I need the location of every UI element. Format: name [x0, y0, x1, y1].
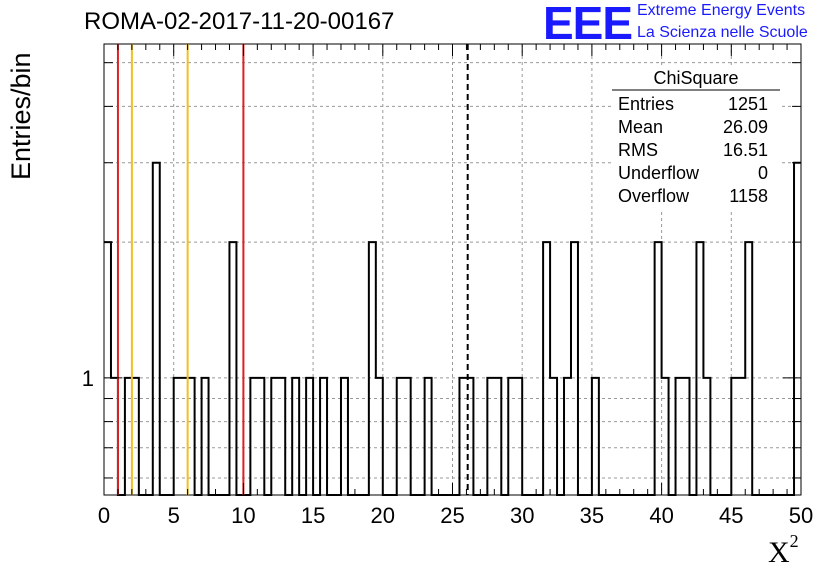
histogram-bin: [111, 378, 118, 495]
stats-row-label: Overflow: [618, 186, 690, 206]
histogram-bin: [494, 378, 501, 495]
histogram-bin: [683, 378, 690, 495]
histogram-bin: [703, 378, 710, 495]
logo-line-2: La Scienza nelle Scuole: [637, 24, 808, 41]
x-tick-label: 15: [301, 503, 325, 528]
histogram-bin: [376, 378, 383, 495]
histogram-bin: [369, 242, 376, 495]
histogram-bin: [550, 378, 557, 495]
x-tick-label: 30: [510, 503, 534, 528]
x-tick-label: 5: [168, 503, 180, 528]
x-axis-label: X2: [768, 531, 799, 570]
histogram-bin: [271, 378, 278, 495]
histogram-bin: [320, 378, 327, 495]
histogram-bin: [425, 378, 432, 495]
stats-row-label: RMS: [618, 140, 658, 160]
histogram-bin: [745, 242, 752, 495]
histogram-bin: [292, 378, 299, 495]
histogram-bin: [738, 378, 745, 495]
x-axis-label-base: X: [768, 536, 790, 569]
histogram-bin: [188, 378, 195, 495]
x-tick-label: 0: [98, 503, 110, 528]
stats-box-background: [612, 68, 780, 210]
histogram-bin: [571, 242, 578, 495]
histogram-bin: [696, 242, 703, 495]
histogram-bin: [153, 163, 160, 495]
histogram-bin: [174, 378, 181, 495]
x-tick-label: 50: [789, 503, 813, 528]
y-tick-label: 1: [82, 366, 94, 391]
histogram-bin: [132, 378, 139, 495]
x-tick-label: 35: [580, 503, 604, 528]
stats-row-label: Underflow: [618, 163, 700, 183]
histogram-bin: [104, 242, 111, 495]
histogram-bin: [655, 242, 662, 495]
x-tick-label: 20: [371, 503, 395, 528]
histogram-bin: [676, 378, 683, 495]
logo-line-1: Extreme Energy Events: [637, 2, 806, 19]
stats-row-value: 0: [758, 163, 768, 183]
histogram-bin: [459, 378, 466, 495]
x-tick-label: 40: [649, 503, 673, 528]
histogram-bin: [794, 163, 801, 495]
histogram-bin: [202, 378, 209, 495]
stats-row-value: 1251: [728, 94, 768, 114]
x-tick-label: 25: [440, 503, 464, 528]
eee-logo: EEE: [543, 0, 633, 49]
stats-row-value: 1158: [729, 186, 768, 206]
histogram-outline: [104, 161, 801, 496]
x-tick-label: 10: [231, 503, 255, 528]
histogram-bin: [306, 378, 313, 495]
histogram-bin: [181, 378, 188, 495]
histogram-bin: [543, 242, 550, 495]
histogram-bin: [487, 378, 494, 495]
histogram-bin: [564, 378, 571, 495]
histogram-bin: [508, 378, 515, 495]
histogram-bin: [731, 378, 738, 495]
histogram-bin: [257, 378, 264, 495]
histogram-bin: [125, 378, 132, 495]
stats-row-label: Mean: [618, 117, 663, 137]
histogram-bin: [341, 378, 348, 495]
x-tick-label: 45: [719, 503, 743, 528]
histogram-bin: [592, 378, 599, 495]
x-axis-label-superscript: 2: [789, 531, 799, 551]
histogram-bin: [404, 378, 411, 495]
histogram-bin: [662, 378, 669, 495]
stats-box-title: ChiSquare: [653, 68, 738, 88]
histogram-bin: [250, 378, 257, 495]
histogram-bin: [278, 378, 285, 495]
stats-row-label: Entries: [618, 94, 674, 114]
stats-row-value: 16.51: [723, 140, 768, 160]
histogram-bin: [515, 378, 522, 495]
histogram-bin: [397, 378, 404, 495]
stats-row-value: 26.09: [723, 117, 768, 137]
chart-title: ROMA-02-2017-11-20-00167: [84, 8, 395, 35]
histogram-bin: [229, 242, 236, 495]
